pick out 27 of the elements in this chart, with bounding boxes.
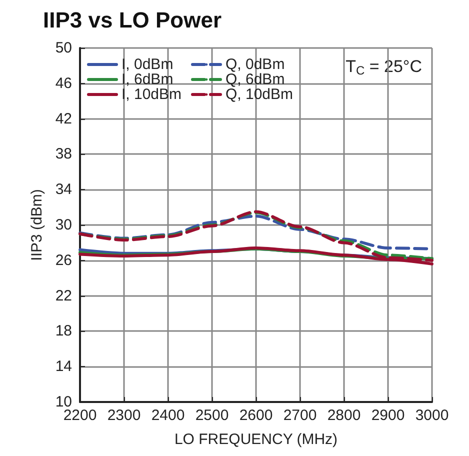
y-tick-label: 26 — [55, 252, 72, 269]
legend-label: Q, 10dBm — [226, 86, 294, 103]
legend-label: I, 0dBm — [122, 56, 174, 73]
x-tick-label: 2600 — [239, 407, 273, 424]
x-tick-label: 2500 — [195, 407, 229, 424]
y-tick-label: 14 — [55, 358, 72, 376]
x-axis-title: LO FREQUENCY (MHz) — [174, 431, 338, 448]
y-tick-label: 18 — [55, 322, 72, 340]
x-tick-label: 3000 — [415, 407, 449, 424]
y-tick-label: 46 — [55, 74, 72, 92]
y-axis-title: IIP3 (dBm) — [28, 189, 46, 261]
y-tick-label: 42 — [55, 110, 72, 128]
y-tick-label: 22 — [55, 287, 72, 304]
y-tick-label: 30 — [55, 216, 72, 234]
y-tick-label: 50 — [55, 40, 72, 56]
chart-title: IIP3 vs LO Power — [43, 8, 222, 32]
x-tick-label: 2400 — [151, 407, 185, 424]
x-tick-label: 2800 — [327, 407, 361, 424]
legend-label: Q, 6dBm — [226, 71, 285, 88]
legend-label: Q, 0dBm — [226, 56, 285, 73]
legend-label: I, 6dBm — [122, 71, 174, 88]
legend-label: I, 10dBm — [122, 86, 182, 103]
x-tick-label: 2700 — [283, 407, 317, 424]
y-tick-label: 34 — [55, 181, 72, 198]
x-tick-label: 2900 — [371, 407, 405, 424]
x-tick-label: 2300 — [107, 407, 141, 424]
y-tick-label: 38 — [55, 146, 72, 163]
